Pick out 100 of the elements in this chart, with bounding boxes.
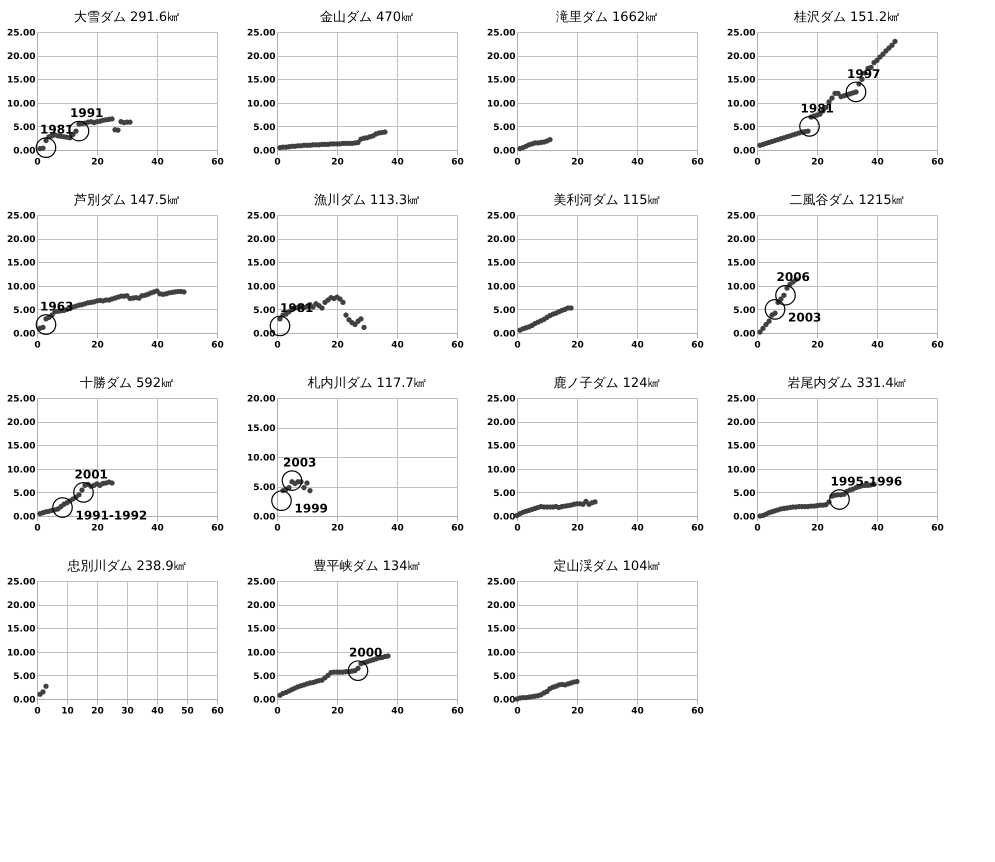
x-tick-label: 60 bbox=[211, 524, 224, 534]
y-tick-label: 20.00 bbox=[247, 52, 276, 62]
x-tick-label: 20 bbox=[91, 706, 104, 716]
y-tick-label: 15.00 bbox=[7, 76, 36, 86]
y-tick-label: 0.00 bbox=[733, 330, 756, 340]
y-tick-label: 0.00 bbox=[13, 146, 36, 156]
x-tick-label: 40 bbox=[151, 706, 164, 716]
y-tick-label: 5.00 bbox=[253, 122, 276, 133]
x-tick-label: 0 bbox=[34, 340, 41, 350]
y-tick-label: 10.00 bbox=[247, 648, 276, 658]
x-tick-label: 40 bbox=[151, 524, 164, 534]
y-tick-label: 20.00 bbox=[727, 235, 756, 246]
x-tick-label: 40 bbox=[151, 340, 164, 350]
y-tick-label: 0.00 bbox=[253, 330, 276, 340]
x-tick-label: 40 bbox=[391, 158, 404, 168]
x-tick-label: 40 bbox=[631, 340, 644, 350]
x-tick-label: 60 bbox=[211, 340, 224, 350]
y-tick-label: 10.00 bbox=[487, 282, 516, 292]
x-tick-label: 20 bbox=[331, 158, 344, 168]
x-tick-label: 0 bbox=[514, 706, 521, 716]
y-tick-label: 15.00 bbox=[727, 442, 756, 452]
y-tick-label: 5.00 bbox=[13, 306, 36, 316]
y-tick-label: 25.00 bbox=[727, 28, 756, 38]
x-tick-label: 0 bbox=[274, 340, 281, 350]
y-tick-label: 20.00 bbox=[487, 418, 516, 428]
chart-title: 桂沢ダム 151.2㎢ bbox=[792, 10, 900, 25]
chart-title: 芦別ダム 147.5㎢ bbox=[74, 193, 180, 208]
x-tick-label: 20 bbox=[571, 158, 584, 168]
y-tick-label: 10.00 bbox=[247, 454, 276, 464]
chart-title: 金山ダム 470㎢ bbox=[320, 10, 414, 25]
x-tick-label: 0 bbox=[274, 706, 281, 716]
y-tick-label: 0.00 bbox=[253, 146, 276, 156]
y-tick-label: 5.00 bbox=[493, 306, 516, 316]
y-tick-label: 15.00 bbox=[247, 76, 276, 86]
y-tick-label: 20.00 bbox=[487, 52, 516, 62]
x-tick-label: 20 bbox=[571, 340, 584, 350]
y-tick-label: 15.00 bbox=[247, 258, 276, 269]
x-tick-label: 0 bbox=[514, 158, 521, 168]
y-tick-label: 10.00 bbox=[7, 648, 36, 658]
x-tick-label: 0 bbox=[274, 158, 281, 168]
x-tick-label: 60 bbox=[931, 340, 944, 350]
annotation: 2001 bbox=[74, 467, 108, 482]
annotation: 2000 bbox=[349, 646, 382, 660]
y-tick-label: 0.00 bbox=[13, 512, 36, 522]
y-tick-label: 25.00 bbox=[247, 212, 276, 222]
x-tick-label: 40 bbox=[871, 158, 884, 168]
y-tick-label: 25.00 bbox=[727, 212, 756, 222]
y-tick-label: 25.00 bbox=[487, 578, 516, 588]
y-tick-label: 15.00 bbox=[487, 76, 516, 86]
x-tick-label: 40 bbox=[631, 524, 644, 534]
annotation: 1997 bbox=[847, 66, 880, 81]
x-tick-label: 20 bbox=[571, 706, 584, 716]
x-tick-label: 60 bbox=[451, 340, 464, 350]
y-tick-label: 20.00 bbox=[7, 52, 36, 62]
annotation: 1991 bbox=[70, 106, 104, 120]
chart-title: 豊平峡ダム 134㎢ bbox=[314, 559, 420, 574]
y-tick-label: 25.00 bbox=[247, 28, 276, 38]
x-tick-label: 20 bbox=[811, 158, 824, 168]
y-tick-label: 10.00 bbox=[247, 282, 276, 292]
y-tick-label: 10.00 bbox=[727, 99, 756, 110]
y-tick-label: 15.00 bbox=[247, 424, 276, 434]
chart-title: 滝里ダム 1662㎢ bbox=[556, 10, 658, 25]
annotation: 2003 bbox=[788, 310, 822, 324]
x-tick-label: 20 bbox=[91, 524, 104, 534]
x-tick-label: 0 bbox=[754, 524, 761, 534]
chart-title: 定山渓ダム 104㎢ bbox=[554, 559, 660, 574]
y-tick-label: 0.00 bbox=[493, 696, 516, 706]
x-tick-label: 10 bbox=[61, 706, 74, 716]
y-tick-label: 20.00 bbox=[487, 235, 516, 246]
x-tick-label: 60 bbox=[691, 158, 704, 168]
y-tick-label: 15.00 bbox=[7, 442, 36, 452]
y-tick-label: 10.00 bbox=[7, 465, 36, 476]
x-tick-label: 0 bbox=[34, 158, 41, 168]
y-tick-label: 5.00 bbox=[13, 122, 36, 133]
y-tick-label: 20.00 bbox=[7, 601, 36, 612]
y-tick-label: 0.00 bbox=[493, 512, 516, 522]
y-tick-label: 25.00 bbox=[7, 28, 36, 38]
y-tick-label: 10.00 bbox=[487, 465, 516, 476]
x-tick-label: 60 bbox=[691, 524, 704, 534]
y-tick-label: 10.00 bbox=[727, 465, 756, 476]
y-tick-label: 5.00 bbox=[13, 488, 36, 499]
y-tick-label: 5.00 bbox=[733, 488, 756, 499]
x-tick-label: 60 bbox=[691, 706, 704, 716]
y-tick-label: 0.00 bbox=[733, 512, 756, 522]
chart-title: 岩尾内ダム 331.4㎢ bbox=[787, 376, 907, 391]
x-tick-label: 60 bbox=[691, 340, 704, 350]
x-tick-label: 40 bbox=[391, 706, 404, 716]
y-tick-label: 15.00 bbox=[487, 624, 516, 635]
x-tick-label: 60 bbox=[451, 158, 464, 168]
y-tick-label: 20.00 bbox=[487, 601, 516, 612]
x-tick-label: 20 bbox=[811, 340, 824, 350]
x-tick-label: 30 bbox=[121, 706, 134, 716]
y-tick-label: 5.00 bbox=[733, 122, 756, 133]
x-tick-label: 0 bbox=[274, 524, 281, 534]
x-tick-label: 20 bbox=[331, 524, 344, 534]
y-tick-label: 25.00 bbox=[7, 394, 36, 404]
y-tick-label: 10.00 bbox=[247, 99, 276, 110]
y-tick-label: 5.00 bbox=[13, 672, 36, 682]
y-tick-label: 25.00 bbox=[247, 578, 276, 588]
chart-title: 札内川ダム 117.7㎢ bbox=[307, 376, 427, 391]
